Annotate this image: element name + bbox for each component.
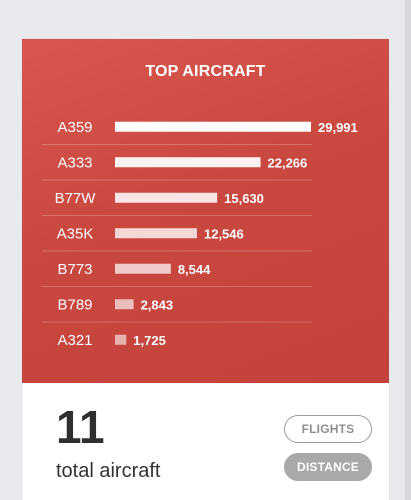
summary-section: 11 total aircraft FLIGHTS DISTANCE bbox=[22, 383, 389, 500]
bar-category-label: A321 bbox=[57, 332, 92, 349]
bar-value-label: 22,266 bbox=[268, 155, 308, 170]
bar-category-label: A333 bbox=[57, 154, 92, 171]
bar-value-label: 2,843 bbox=[141, 297, 174, 312]
bar-value-label: 12,546 bbox=[204, 226, 244, 241]
aircraft-count: 11 bbox=[56, 401, 105, 453]
bar bbox=[115, 299, 134, 310]
bar-category-label: B773 bbox=[57, 261, 92, 278]
chart-panel: TOP AIRCRAFT A359 29,991 A333 22,266 B77W 15,… bbox=[22, 39, 389, 383]
bar bbox=[115, 192, 218, 203]
top-aircraft-bar-chart: A359 29,991 A333 22,266 B77W 15,630 A35K 12,546… bbox=[42, 119, 358, 349]
top-aircraft-card: TOP AIRCRAFT A359 29,991 A333 22,266 B77W 15,… bbox=[22, 39, 389, 500]
page-edge-strip bbox=[405, 0, 411, 500]
bar bbox=[115, 121, 311, 132]
chart-title: TOP AIRCRAFT bbox=[145, 63, 266, 80]
bar-value-label: 8,544 bbox=[178, 262, 211, 277]
bar bbox=[115, 157, 261, 168]
bar bbox=[115, 228, 197, 239]
aircraft-count-label: total aircraft bbox=[56, 460, 161, 482]
bar bbox=[115, 263, 171, 274]
distance-toggle-button[interactable]: DISTANCE bbox=[284, 453, 372, 481]
bar-value-label: 29,991 bbox=[318, 120, 358, 135]
bar-category-label: B77W bbox=[55, 190, 97, 207]
bar-category-label: B789 bbox=[57, 296, 92, 313]
bar-category-label: A35K bbox=[57, 225, 94, 242]
flights-toggle-button[interactable]: FLIGHTS bbox=[284, 415, 372, 443]
bar bbox=[115, 334, 127, 345]
bar-value-label: 1,725 bbox=[133, 333, 166, 348]
bar-category-label: A359 bbox=[57, 119, 92, 136]
bar-value-label: 15,630 bbox=[224, 191, 264, 206]
